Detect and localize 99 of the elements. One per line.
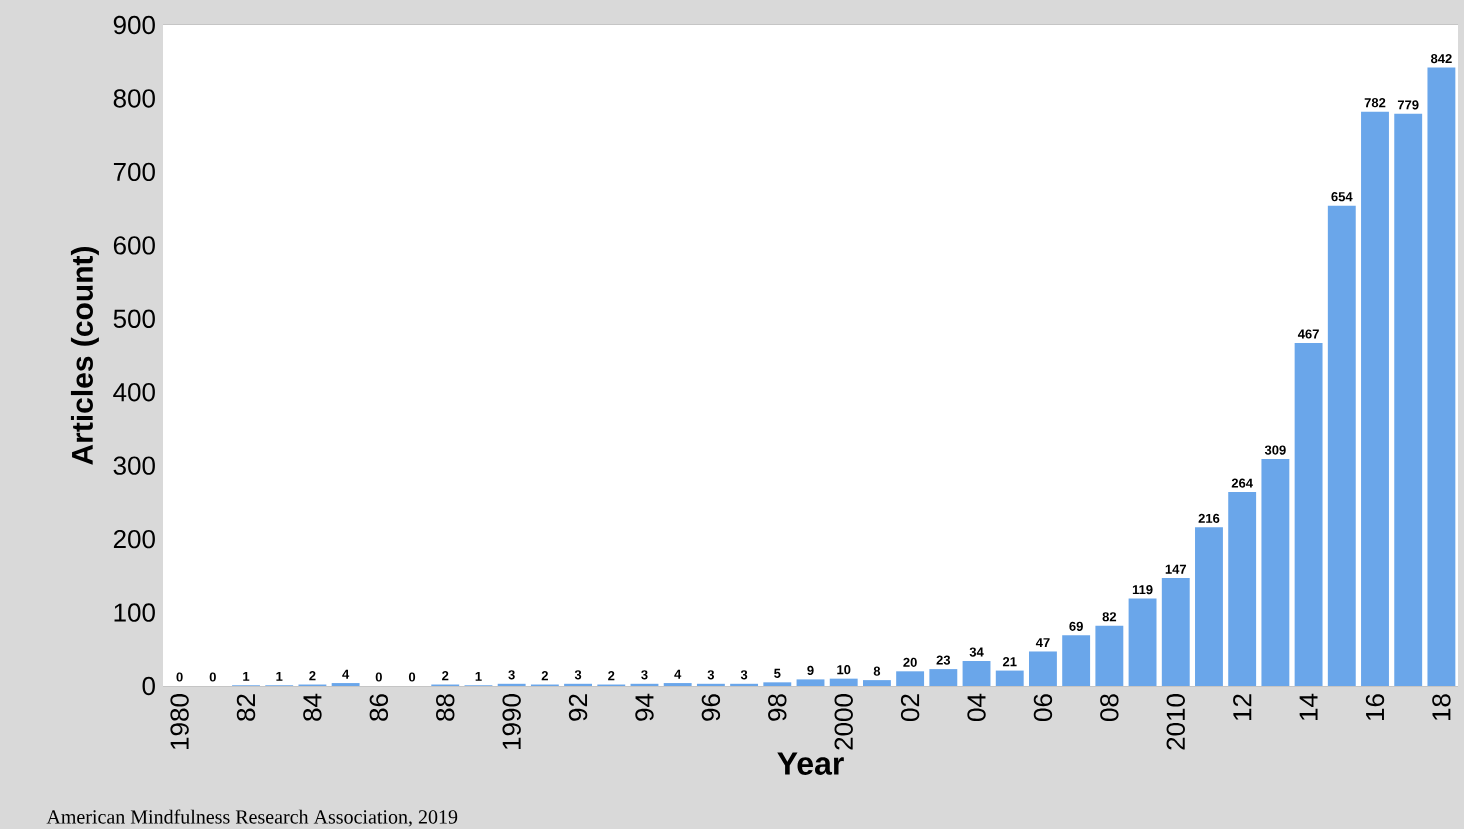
bar <box>1327 205 1356 686</box>
text: American Mindfulness Research Association, 2019 <box>46 809 458 827</box>
bar <box>730 683 759 686</box>
data-label: 3 <box>740 670 748 680</box>
bar <box>497 683 526 686</box>
bar <box>1128 598 1157 686</box>
data-label: 10 <box>837 665 851 675</box>
bar <box>929 669 958 686</box>
x-tick-label: 88 <box>436 694 455 721</box>
data-label: 0 <box>375 672 382 682</box>
bar <box>663 683 692 686</box>
bar <box>1394 113 1423 686</box>
x-tick-label: 92 <box>568 694 588 721</box>
data-label: 34 <box>969 647 984 657</box>
y-tick-label: 100 <box>114 603 155 622</box>
data-label: 0 <box>176 672 183 682</box>
data-label: 5 <box>774 668 781 678</box>
data-label: 3 <box>707 670 715 680</box>
bar <box>829 678 858 686</box>
x-tick-label: 84 <box>303 693 322 721</box>
x-tick-label: 96 <box>701 694 721 721</box>
x-tick-label: 06 <box>1033 694 1053 721</box>
bar <box>696 683 725 686</box>
data-label: 3 <box>574 670 582 680</box>
x-tick-label: 98 <box>768 694 787 721</box>
data-label: 1 <box>243 671 250 681</box>
bar <box>331 683 360 686</box>
data-label: 2 <box>608 671 615 681</box>
data-label: 842 <box>1430 54 1452 64</box>
data-label: 1 <box>276 671 283 681</box>
x-tick-label: 1990 <box>502 694 521 749</box>
bar <box>796 679 825 686</box>
data-label: 21 <box>1002 657 1017 667</box>
x-tick-label: 04 <box>967 693 986 721</box>
x-tick-label: 82 <box>236 694 256 721</box>
y-tick-label: 900 <box>113 15 155 35</box>
data-label: 69 <box>1069 621 1083 631</box>
y-tick-label: 400 <box>113 383 155 402</box>
data-label: 654 <box>1331 192 1353 202</box>
data-label: 9 <box>807 665 814 675</box>
bar <box>763 682 792 686</box>
bar <box>995 670 1024 686</box>
x-tick-label: 18 <box>1432 694 1451 720</box>
bar <box>564 683 593 686</box>
data-label: 8 <box>873 666 881 676</box>
x-axis-title: Year <box>777 752 844 775</box>
x-tick-label: 94 <box>635 693 654 721</box>
data-label: 23 <box>936 655 951 665</box>
x-tick-label: 12 <box>1233 694 1252 720</box>
data-label: 147 <box>1165 564 1187 574</box>
x-tick-label: 86 <box>369 694 389 721</box>
bar <box>1161 578 1190 686</box>
data-label: 2 <box>309 671 316 681</box>
data-label: 47 <box>1035 638 1050 648</box>
bar <box>1095 625 1124 686</box>
bar <box>1294 343 1323 686</box>
bar <box>1427 67 1456 686</box>
x-tick-label: 2010 <box>1166 694 1185 750</box>
bar <box>1029 651 1057 686</box>
data-label: 0 <box>408 672 416 682</box>
bar <box>1228 492 1257 686</box>
bar <box>896 671 925 686</box>
data-label: 779 <box>1397 100 1419 110</box>
y-tick-label: 700 <box>113 162 155 182</box>
data-label: 216 <box>1198 513 1220 523</box>
bar <box>1195 527 1223 686</box>
data-label: 3 <box>641 670 648 680</box>
bar <box>862 680 891 686</box>
data-label: 2 <box>541 671 548 681</box>
data-label: 4 <box>674 669 682 679</box>
y-tick-label: 0 <box>142 676 155 696</box>
data-label: 782 <box>1364 98 1386 108</box>
data-label: 264 <box>1231 478 1253 488</box>
bar <box>1261 459 1290 686</box>
x-tick-label: 08 <box>1100 694 1119 721</box>
data-label: 3 <box>508 670 515 680</box>
data-label: 309 <box>1264 445 1286 455</box>
x-tick-label: 14 <box>1299 693 1318 720</box>
bar <box>1062 635 1091 686</box>
data-label: 119 <box>1132 585 1153 595</box>
data-label: 82 <box>1102 612 1117 622</box>
y-tick-label: 300 <box>113 456 155 475</box>
data-label: 1 <box>475 671 482 681</box>
y-tick-label: 800 <box>113 89 155 108</box>
y-axis-title: Articles (count) <box>70 247 99 465</box>
x-tick-label: 1980 <box>170 694 189 749</box>
data-label: 2 <box>442 671 449 681</box>
bar <box>962 661 991 686</box>
x-tick-label: 2000 <box>834 694 853 750</box>
y-tick-label: 200 <box>113 529 155 549</box>
data-label: 467 <box>1297 329 1319 339</box>
data-label: 20 <box>903 657 917 667</box>
x-tick-label: 02 <box>900 694 920 721</box>
data-label: 4 <box>342 669 350 679</box>
bar <box>1361 111 1389 686</box>
data-label: 0 <box>209 672 216 682</box>
x-tick-label: 16 <box>1365 694 1385 720</box>
y-tick-label: 600 <box>113 236 155 255</box>
y-tick-label: 500 <box>113 309 155 328</box>
